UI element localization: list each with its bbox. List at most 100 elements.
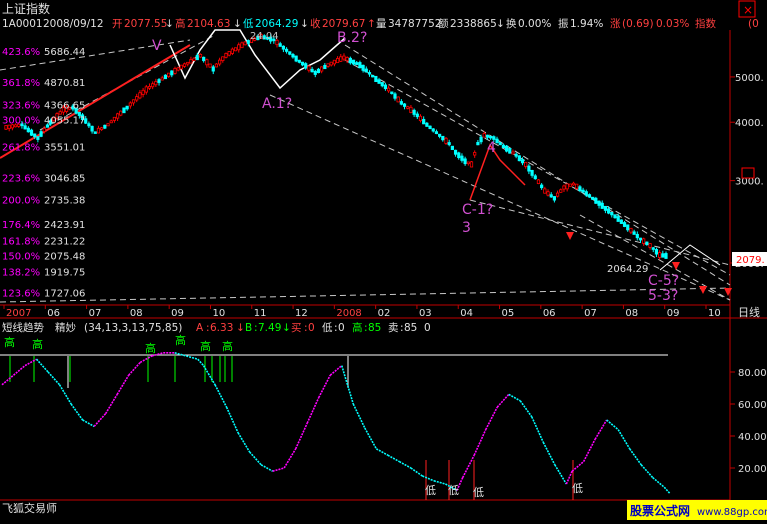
candle-body [428, 125, 432, 130]
candle-body [447, 142, 451, 146]
candle-body [482, 133, 486, 138]
fib-level-label: 261.8% [2, 142, 40, 153]
candle-body [300, 61, 305, 66]
candle-body [259, 34, 263, 39]
candle-body [444, 137, 448, 144]
candle-body [147, 85, 152, 89]
indicator-segment [306, 397, 320, 424]
indicator-segment [82, 419, 95, 428]
candle-body [355, 62, 359, 65]
candle-body [23, 125, 27, 130]
candle-body [179, 64, 183, 70]
brand-box [627, 500, 767, 520]
candle-body [632, 231, 636, 235]
candle-body [256, 35, 260, 41]
candle-body [642, 238, 646, 244]
readout-high-value: 85 [368, 322, 381, 334]
close-arrow-icon: ↑ [367, 18, 376, 30]
candle-body [450, 145, 454, 150]
close-icon-glyph[interactable]: × [743, 3, 753, 17]
time-tick-label: 12 [295, 308, 308, 319]
candle-body [4, 125, 8, 130]
sell-arrow-icon [672, 262, 680, 270]
amount-arrow-icon: ↓ [496, 18, 505, 30]
candle-body [651, 247, 655, 250]
quote-date: 2008/09/12 [43, 18, 104, 30]
high-arrow-icon: ↓ [233, 18, 242, 30]
indicator-segment [139, 355, 153, 364]
low-arrow-icon: ↓ [300, 18, 309, 30]
candle-body [278, 43, 282, 47]
readout-a-label: A [196, 322, 204, 334]
amplitude-label: 振 [558, 17, 569, 30]
volume-label: 量 [376, 18, 387, 30]
candle-body [109, 120, 113, 124]
indicator-segment [422, 475, 435, 482]
svg-text::: : [304, 322, 308, 334]
price-axis: 2000.3000.4000.5000. [730, 73, 764, 270]
indicator-segment [554, 464, 568, 485]
candle-body [418, 115, 423, 122]
indicator-segment [485, 406, 498, 430]
watermark: 飞狐交易师 [2, 501, 57, 515]
readout-buy-value: 0 [308, 322, 315, 334]
fib-level-value: 1727.06 [44, 289, 85, 300]
indicator-spikes [9, 356, 574, 500]
candle-body [600, 202, 604, 209]
candle-body [517, 155, 521, 162]
time-tick-label: 06 [543, 308, 556, 319]
time-tick-label: 02 [378, 308, 391, 319]
indicator-segment [197, 358, 205, 367]
candle-body [390, 91, 394, 94]
candle-body [141, 89, 145, 95]
fib-level-value: 2735.38 [44, 195, 85, 206]
indicator-segment [202, 365, 216, 386]
indicator-segment [174, 352, 187, 357]
fib-level-value: 4366.65 [44, 100, 85, 111]
turnover-label: 换 [506, 17, 517, 30]
indicator-panel: 20.0040.0060.0080.00 高高高高高高 低低低低 [0, 333, 767, 500]
time-tick-label: 10 [212, 308, 225, 319]
candle-body [100, 127, 104, 130]
high-mark: 高 [145, 341, 156, 355]
candle-body [55, 113, 59, 119]
fib-level-label: 300.0% [2, 115, 40, 126]
candle-body [240, 42, 244, 49]
wave-label-4: 4 [487, 140, 496, 156]
indicator-segment [249, 451, 262, 466]
candle-body [661, 253, 665, 258]
change-label: 涨 [610, 18, 621, 30]
time-tick-label: 09 [171, 308, 184, 319]
svg-text::: : [334, 322, 338, 334]
candle-body [339, 56, 343, 62]
readout-buy-label: 买 [291, 322, 302, 334]
time-axis: 2007 06 07 08 09 10 11 12 2008 02 03 04 05 06 07 08 09 10 [3, 305, 721, 319]
indicator-title: 短线趋势 [2, 321, 44, 334]
candle-body [246, 40, 250, 44]
fib-level-label: 150.0% [2, 251, 40, 262]
candle-body [68, 107, 72, 110]
fib-level-label: 223.6% [2, 173, 40, 184]
indicator-segment [606, 419, 619, 431]
candle-body [591, 196, 595, 200]
candle-body [540, 184, 544, 189]
brand-left: 股票公式网 [630, 503, 690, 518]
candle-body [466, 161, 470, 165]
indicator-segment [24, 358, 37, 367]
candle-body [329, 61, 333, 66]
candle-body [202, 56, 206, 62]
candle-body [638, 237, 643, 241]
candle-body [205, 59, 209, 66]
candle-body [415, 113, 419, 118]
candle-body [549, 194, 553, 198]
candle-body [192, 57, 196, 62]
indicator-axis: 20.00 40.00 60.00 80.00 [730, 368, 767, 475]
time-tick-label: 11 [254, 308, 267, 319]
close-icon[interactable] [738, 0, 756, 18]
candle-body [511, 151, 515, 155]
indicator-segment [128, 361, 141, 376]
indicator-segment [116, 374, 130, 395]
wave-label-v: V [152, 38, 162, 54]
indicator-name: 精妙 [55, 321, 76, 334]
